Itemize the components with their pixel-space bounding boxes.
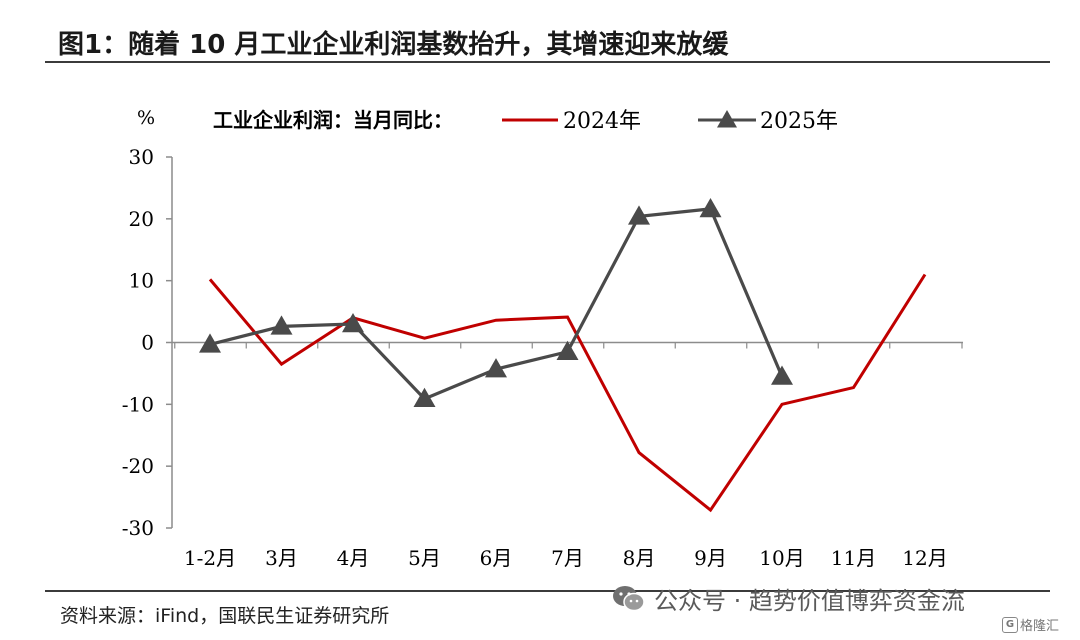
series-2-point [628,205,650,225]
y-tick-label: 20 [129,207,154,231]
title-divider [45,61,1050,63]
x-tick-label: 11月 [831,546,876,570]
legend-label-2024: 2024年 [563,109,641,134]
y-tick-label: -10 [122,392,154,416]
y-tick-label: -20 [122,454,154,478]
x-tick-label: 6月 [480,546,513,570]
series-2-point [771,365,793,385]
series-2-point [270,315,293,335]
series-line-1 [208,273,927,513]
wechat-icon [612,584,646,614]
series-2-point [413,387,436,408]
x-tick-label: 5月 [408,546,441,570]
x-tick-label: 4月 [337,546,370,570]
x-tick-label: 8月 [623,546,656,570]
source-note: 资料来源：iFind，国联民生证券研究所 [60,605,390,627]
y-tick-label: 10 [129,269,154,293]
x-tick-label: 7月 [551,546,584,570]
legend-label-2025: 2025年 [760,109,838,134]
series-2-point [485,358,507,378]
chart-legend: 工业企业利润：当月同比： 2024年 2025年 [213,108,838,134]
y-tick-label: 0 [141,331,154,355]
y-tick-label: 30 [129,145,154,169]
legend-title: 工业企业利润：当月同比： [213,108,453,132]
legend-marker-2025 [717,110,737,128]
y-axis-label: % [137,107,155,129]
x-tick-label: 3月 [265,546,298,570]
series-2-point [199,333,221,353]
y-tick-label: -30 [122,516,154,540]
corner-logo: G 格隆汇 [1002,615,1059,634]
x-tick-label: 9月 [694,546,727,570]
watermark: 公众号 · 趋势价值博弈资金流 [612,581,965,616]
x-tick-label: 12月 [902,546,947,570]
corner-logo-text: 格隆汇 [1020,619,1060,634]
series-2-point [699,197,722,218]
x-tick-label: 10月 [759,546,804,570]
page-title: 图1：随着 10 月工业企业利润基数抬升，其增速迎来放缓 [58,30,729,60]
corner-logo-mark: G [1002,616,1018,633]
watermark-text: 公众号 · 趋势价值博弈资金流 [654,587,965,615]
series-2-point [556,340,579,361]
x-tick-label: 1-2月 [184,546,236,570]
series-2-point [342,312,364,333]
chart-series [199,197,927,513]
source-divider [45,590,1050,592]
chart-axes: 30 20 10 0 -10 -20 -30% 1-2月 3月 4月 5月 6月 7月 8月 9月 10月 11… [122,107,963,570]
